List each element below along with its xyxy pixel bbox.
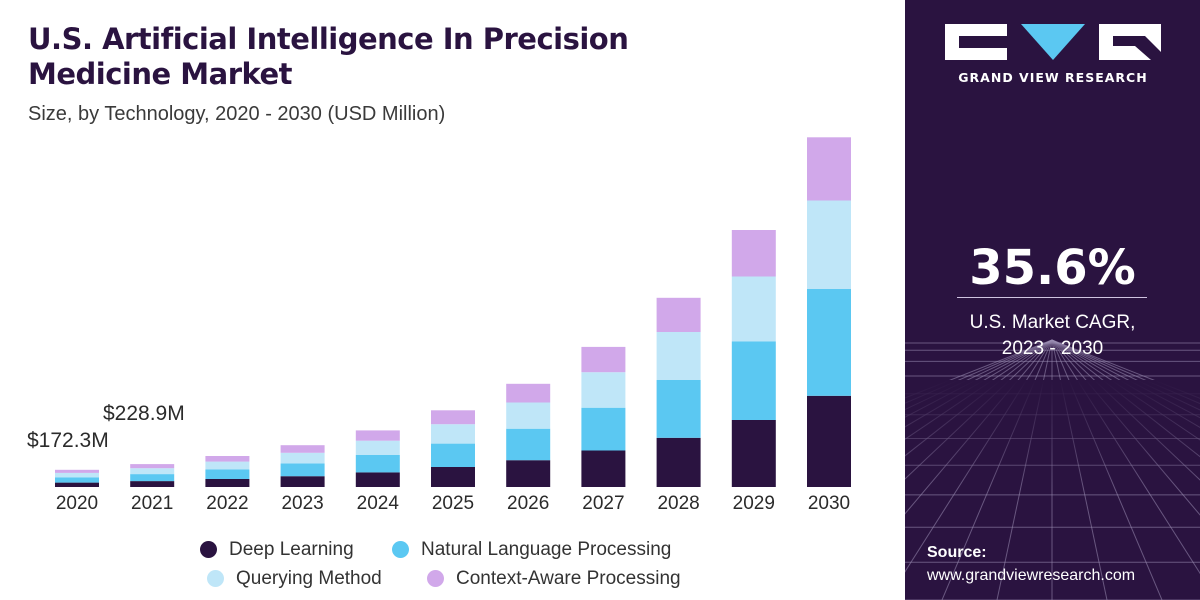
bar-2023-querying — [280, 452, 325, 464]
cagr-label-line-2: 2023 - 2030 — [1001, 338, 1104, 359]
cagr-label-line-1: U.S. Market CAGR, — [969, 312, 1136, 333]
x-tick-label-2025: 2025 — [432, 493, 474, 514]
bar-2027-deep-learning — [581, 450, 626, 487]
legend-swatch-querying — [207, 570, 224, 587]
bar-2024-nlp — [355, 455, 400, 473]
legend-label-deep-learning: Deep Learning — [229, 538, 354, 560]
bar-2023-nlp — [280, 463, 325, 477]
legend-item-nlp: Natural Language Processing — [392, 539, 671, 561]
bar-2021-nlp — [130, 474, 175, 482]
gvr-logo-icon — [945, 24, 1161, 60]
panel-background — [905, 0, 1200, 600]
x-tick-label-2026: 2026 — [507, 493, 549, 514]
info-panel: GRAND VIEW RESEARCH 35.6% U.S. Market CA… — [905, 0, 1200, 600]
annotation-2020-total: $172.3M — [27, 429, 109, 452]
cagr-label: U.S. Market CAGR, 2023 - 2030 — [905, 310, 1200, 362]
bar-2027-nlp — [581, 407, 626, 451]
bar-2022-context-aware — [205, 456, 250, 462]
bar-2025-deep-learning — [431, 467, 475, 487]
x-tick-label-2027: 2027 — [582, 493, 624, 514]
bar-2021-querying — [130, 468, 175, 475]
bar-2021-deep-learning — [130, 481, 175, 487]
bar-2029-nlp — [731, 341, 776, 420]
bar-2029-deep-learning — [731, 420, 776, 487]
grid-fade — [905, 380, 1200, 490]
x-tick-label-2020: 2020 — [56, 493, 98, 514]
legend-row-2: Querying Method Context-Aware Processing — [200, 564, 760, 593]
bar-2029-context-aware — [731, 230, 776, 277]
legend-item-deep-learning: Deep Learning — [200, 539, 392, 561]
legend-item-querying: Querying Method — [207, 568, 427, 590]
legend-label-querying: Querying Method — [236, 567, 382, 589]
legend-row-1: Deep Learning Natural Language Processin… — [200, 535, 760, 564]
legend: Deep Learning Natural Language Processin… — [200, 535, 760, 593]
chart-title: U.S. Artificial Intelligence In Precisio… — [28, 22, 788, 92]
bar-2026-querying — [506, 402, 551, 429]
chart-subtitle: Size, by Technology, 2020 - 2030 (USD Mi… — [28, 103, 446, 125]
bar-2028-context-aware — [656, 297, 701, 332]
legend-swatch-nlp — [392, 541, 409, 558]
legend-swatch-context-aware — [427, 570, 444, 587]
brand-name: GRAND VIEW RESEARCH — [958, 70, 1148, 85]
bar-2026-context-aware — [506, 383, 551, 403]
bar-2029-querying — [731, 276, 776, 342]
x-tick-label-2023: 2023 — [281, 493, 323, 514]
bar-2025-querying — [431, 424, 475, 444]
chart-area: U.S. Artificial Intelligence In Precisio… — [27, 22, 851, 593]
bar-2020-deep-learning — [55, 482, 99, 487]
chart-title-line-2: Medicine Market — [28, 57, 293, 91]
x-tick-label-2029: 2029 — [733, 493, 775, 514]
bar-2025-nlp — [431, 443, 475, 467]
bar-2030-querying — [807, 200, 851, 289]
bar-2022-deep-learning — [205, 479, 250, 487]
bar-group — [55, 137, 851, 487]
source-link[interactable]: www.grandviewresearch.com — [927, 567, 1136, 584]
bar-2024-deep-learning — [355, 472, 400, 487]
bar-2025-context-aware — [431, 410, 475, 425]
bar-2028-deep-learning — [656, 437, 701, 487]
bar-2022-nlp — [205, 469, 250, 479]
divider — [957, 297, 1147, 298]
bar-2027-querying — [581, 372, 626, 408]
x-tick-label-2030: 2030 — [808, 493, 850, 514]
bar-2028-querying — [656, 332, 701, 380]
stacked-bar-chart: 2020 2021 2022 2023 2024 2025 2026 2027 2028 2029… — [27, 137, 851, 514]
cagr-value: 35.6% — [969, 240, 1136, 296]
bar-2030-deep-learning — [807, 395, 851, 487]
x-axis-ticks: 2020 2021 2022 2023 2024 2025 2026 2027 2028 2029… — [56, 493, 850, 514]
legend-item-context-aware: Context-Aware Processing — [427, 568, 681, 590]
bar-2026-nlp — [506, 428, 551, 461]
x-tick-label-2028: 2028 — [657, 493, 699, 514]
bar-2028-nlp — [656, 380, 701, 438]
legend-swatch-deep-learning — [200, 541, 217, 558]
source-title: Source: — [927, 544, 987, 561]
bar-2020-nlp — [55, 477, 99, 483]
bar-2023-deep-learning — [280, 476, 325, 487]
bar-2024-context-aware — [355, 430, 400, 441]
bar-2026-deep-learning — [506, 460, 551, 487]
chart-title-line-1: U.S. Artificial Intelligence In Precisio… — [28, 22, 629, 56]
x-tick-label-2024: 2024 — [357, 493, 400, 514]
x-tick-label-2021: 2021 — [131, 493, 173, 514]
bar-2030-context-aware — [807, 137, 851, 201]
bar-2030-nlp — [807, 289, 851, 396]
bar-2020-querying — [55, 472, 99, 478]
bar-2024-querying — [355, 440, 400, 455]
legend-label-nlp: Natural Language Processing — [421, 538, 672, 560]
annotation-2021-total: $228.9M — [103, 402, 185, 425]
bar-2020-context-aware — [55, 469, 99, 473]
legend-label-context-aware: Context-Aware Processing — [456, 567, 681, 589]
bar-2021-context-aware — [130, 464, 175, 469]
bar-2023-context-aware — [280, 445, 325, 453]
bar-2027-context-aware — [581, 346, 626, 373]
x-tick-label-2022: 2022 — [206, 493, 248, 514]
bar-2022-querying — [205, 461, 250, 470]
